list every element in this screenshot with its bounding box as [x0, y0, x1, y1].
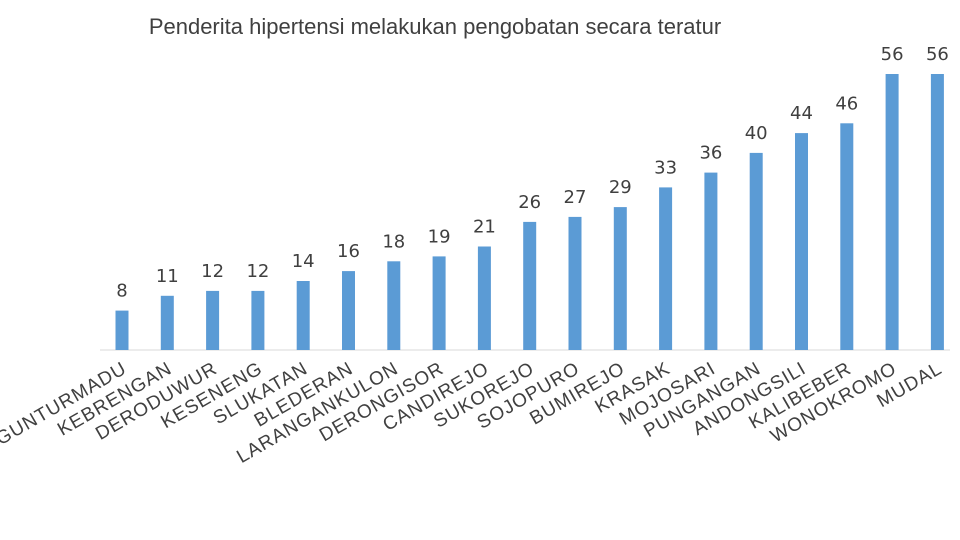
value-label: 18 — [382, 231, 405, 252]
bars-group — [115, 74, 944, 350]
bar-bumirejo — [613, 207, 627, 350]
bar-mojosari — [704, 172, 718, 350]
bar-kebrengan — [160, 295, 174, 350]
value-label: 26 — [518, 192, 541, 213]
bar-deroduwur — [206, 290, 220, 350]
bar-krasak — [659, 187, 673, 350]
bar-andongsili — [795, 133, 808, 350]
value-label: 11 — [156, 266, 179, 287]
value-label: 19 — [428, 226, 451, 247]
bar-mudal — [930, 74, 944, 350]
value-label: 40 — [745, 123, 768, 144]
bar-candirejo — [477, 246, 491, 350]
value-label: 21 — [473, 217, 496, 238]
value-label: 44 — [790, 103, 813, 124]
value-label: 12 — [201, 261, 224, 282]
bar-kalibeber — [840, 123, 854, 350]
bar-gunturmadu — [115, 310, 129, 350]
value-label: 27 — [564, 187, 587, 208]
bar-wonokromo — [885, 74, 899, 350]
value-label: 29 — [609, 177, 632, 198]
value-label: 16 — [337, 241, 360, 262]
bar-pungangan — [749, 152, 763, 350]
value-label: 33 — [654, 157, 677, 178]
value-labels-group: 8 11 12 12 14 16 18 19 21 26 27 29 33 36 40 44 46 56 56 — [116, 44, 949, 302]
bar-larangankulon — [387, 261, 401, 350]
value-label: 8 — [116, 281, 127, 302]
value-label: 36 — [699, 143, 722, 164]
chart-title: Penderita hipertensi melakukan pengobata… — [148, 14, 722, 39]
bar-keseneng — [251, 290, 265, 350]
value-label: 14 — [292, 251, 315, 272]
bar-blederan — [342, 271, 355, 350]
bar-sukorejo — [523, 221, 537, 350]
value-label: 46 — [835, 93, 858, 114]
value-label: 12 — [246, 261, 269, 282]
category-labels-group: GUNTURMADUKEBRENGANDERODUWURKESENENGSLUK… — [0, 358, 946, 468]
value-label: 56 — [926, 44, 949, 65]
bar-slukatan — [296, 281, 310, 350]
bar-derongisor — [432, 256, 446, 350]
bar-sojopuro — [568, 216, 582, 350]
value-label: 56 — [881, 44, 904, 65]
